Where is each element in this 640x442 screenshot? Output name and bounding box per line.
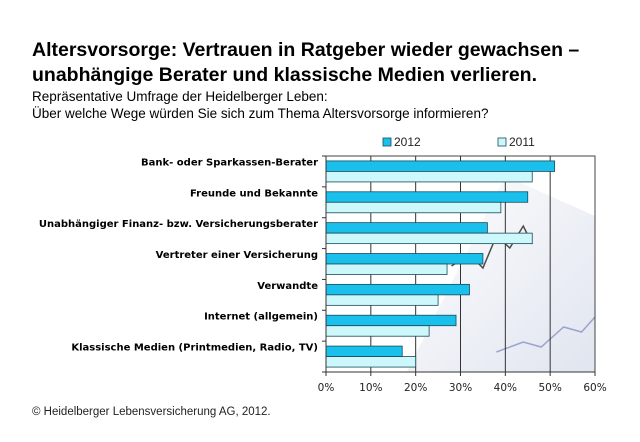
category-labels: Bank- oder Sparkassen-Berater Freunde und… <box>39 157 318 353</box>
legend-swatch-2012 <box>382 137 392 147</box>
category-label-7: Klassische Medien (Printmedien, Radio, T… <box>71 343 318 354</box>
bar-2012-4 <box>325 253 484 265</box>
title-line-2: unabhängige Berater und klassische Medie… <box>32 64 538 86</box>
bar-2011-7 <box>325 356 417 368</box>
x-tick-label-0: 0% <box>318 382 335 394</box>
bar-2011-1 <box>325 171 533 183</box>
subtitle-line-1: Repräsentative Umfrage der Heidelberger … <box>32 89 328 104</box>
photo-line-faint <box>496 316 596 353</box>
chart-title: Altersvorsorge: Vertrauen in Ratgeber wi… <box>32 38 579 88</box>
category-label-3: Unabhängiger Finanz- bzw. Versicherungsb… <box>39 219 318 230</box>
bar-2011-3 <box>325 232 533 245</box>
legend-swatch-2011 <box>497 137 507 147</box>
x-tick-label-10: 10% <box>359 382 382 394</box>
bar-2012-5 <box>325 283 470 296</box>
tick-labels: 0% 10% 20% 30% 40% 50% 60% <box>318 382 607 394</box>
bar-2012-3 <box>325 222 488 234</box>
category-label-5: Verwandte <box>257 281 318 292</box>
bar-2012-1 <box>325 160 556 172</box>
axes <box>322 155 596 376</box>
bar-2012-7 <box>325 345 403 357</box>
chart-subtitle: Repräsentative Umfrage der Heidelberger … <box>32 88 488 122</box>
x-tick-label-20: 20% <box>404 382 427 394</box>
x-tick-label-50: 50% <box>538 382 561 394</box>
legend: 2012 2011 <box>382 135 535 149</box>
bar-2011-6 <box>325 325 430 337</box>
category-label-4: Vertreter einer Versicherung <box>156 250 318 261</box>
bars <box>325 160 556 368</box>
bar-2011-5 <box>325 294 439 306</box>
legend-label-2012: 2012 <box>394 135 421 149</box>
category-label-6: Internet (allgemein) <box>204 312 318 323</box>
bar-2012-2 <box>325 191 529 203</box>
legend-label-2011: 2011 <box>509 135 535 149</box>
category-label-2: Freunde und Bekannte <box>190 188 318 199</box>
copyright-footer: © Heidelberger Lebensversicherung AG, 20… <box>32 406 271 418</box>
title-line-1: Altersvorsorge: Vertrauen in Ratgeber wi… <box>32 39 580 61</box>
category-label-1: Bank- oder Sparkassen-Berater <box>141 157 318 168</box>
subtitle-line-2: Über welche Wege würden Sie sich zum The… <box>32 106 489 121</box>
x-tick-label-30: 30% <box>449 382 472 394</box>
x-tick-label-60: 60% <box>583 382 606 394</box>
bar-2012-6 <box>325 314 457 327</box>
bar-2011-4 <box>325 263 448 275</box>
x-tick-label-40: 40% <box>494 382 517 394</box>
bar-2011-2 <box>325 201 502 214</box>
